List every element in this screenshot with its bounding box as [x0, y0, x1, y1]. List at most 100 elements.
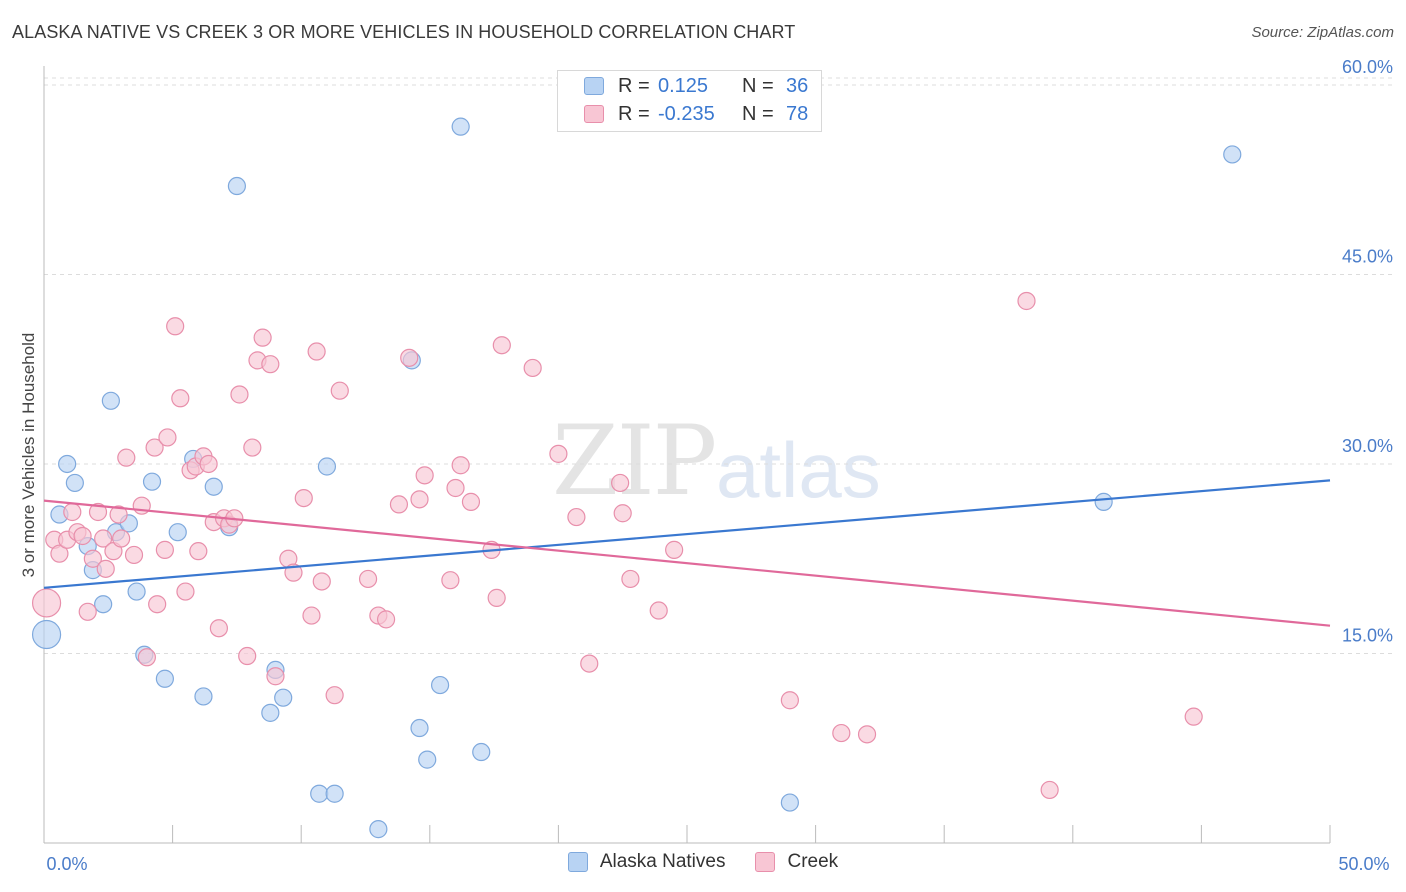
point-alaska-natives — [325, 784, 344, 803]
point-creek — [171, 389, 190, 408]
point-creek — [148, 595, 167, 614]
point-creek — [446, 478, 465, 498]
point-creek — [376, 610, 396, 629]
point-alaska-natives — [101, 391, 120, 410]
legend-r-label: R = — [618, 102, 650, 125]
point-creek — [325, 686, 344, 705]
point-creek — [307, 342, 326, 361]
point-alaska-natives — [274, 688, 293, 707]
point-creek — [199, 454, 218, 474]
point-creek — [166, 317, 185, 336]
point-creek — [330, 381, 349, 400]
point-creek — [832, 723, 851, 743]
point-alaska-natives — [58, 454, 77, 474]
x-tick-label-max: 50.0% — [1338, 854, 1389, 874]
point-creek — [176, 582, 195, 601]
legend-n-value: 36 — [786, 74, 809, 97]
x-tick-label-min: 0.0% — [46, 854, 87, 874]
point-creek — [621, 569, 640, 589]
point-alaska-natives — [142, 472, 162, 491]
point-creek — [649, 601, 668, 620]
point-alaska-natives — [310, 784, 329, 803]
legend-row-creek: R = -0.235 N = 78 — [584, 101, 808, 127]
point-alaska-natives — [227, 176, 246, 196]
point-alaska-natives — [430, 675, 450, 695]
point-creek — [567, 507, 586, 527]
point-creek — [1040, 780, 1059, 800]
point-creek — [243, 438, 262, 457]
legend-swatch-blue — [584, 77, 604, 95]
point-alaska-natives — [94, 595, 113, 614]
point-creek — [189, 542, 208, 561]
point-creek — [155, 540, 174, 559]
point-alaska-natives — [127, 582, 146, 601]
point-alaska-natives — [194, 687, 213, 706]
point-alaska-natives — [31, 619, 62, 650]
trend-line-creek — [43, 499, 1331, 627]
legend-n-value: 78 — [786, 102, 809, 125]
point-creek — [400, 348, 419, 367]
series-swatch-blue — [567, 852, 588, 872]
y-tick-label: 60.0% — [1342, 57, 1393, 77]
point-creek — [96, 559, 115, 578]
point-alaska-natives — [451, 117, 470, 136]
point-creek — [312, 572, 331, 591]
point-creek — [112, 529, 131, 548]
point-creek — [209, 619, 228, 638]
series-legend-label: Creek — [787, 851, 839, 872]
legend-n-label: N = — [742, 102, 774, 125]
point-alaska-natives — [418, 750, 437, 769]
point-creek — [780, 691, 799, 710]
y-tick-label: 30.0% — [1342, 436, 1393, 456]
point-creek — [461, 492, 481, 511]
point-creek — [73, 526, 92, 546]
point-creek — [238, 646, 257, 666]
point-creek — [50, 544, 69, 563]
point-creek — [230, 385, 249, 404]
point-creek — [253, 328, 272, 347]
point-creek — [158, 428, 177, 447]
point-creek — [63, 502, 82, 522]
series-legend-creek: Creek — [755, 851, 838, 873]
point-alaska-natives — [369, 820, 388, 839]
point-creek — [410, 490, 429, 509]
point-alaska-natives — [410, 718, 429, 738]
y-tick-label: 45.0% — [1342, 246, 1393, 266]
point-alaska-natives — [204, 477, 223, 496]
point-alaska-natives — [65, 473, 84, 493]
point-creek — [266, 667, 285, 686]
legend-swatch-pink — [584, 105, 604, 123]
point-creek — [88, 502, 108, 522]
legend-r-label: R = — [618, 74, 650, 97]
point-creek — [611, 473, 630, 493]
point-alaska-natives — [261, 703, 280, 722]
point-creek — [94, 529, 113, 548]
watermark-zip: ZIP — [552, 405, 717, 517]
point-creek — [137, 648, 156, 667]
series-legend-alaska-natives: Alaska Natives — [567, 851, 725, 873]
point-creek — [441, 571, 460, 590]
source-credit: Source: ZipAtlas.com — [1251, 24, 1394, 41]
point-alaska-natives — [1094, 492, 1113, 511]
point-creek — [78, 602, 97, 621]
point-creek — [109, 505, 128, 524]
y-tick-label: 15.0% — [1342, 625, 1393, 645]
point-creek — [1017, 291, 1036, 311]
point-creek — [665, 540, 684, 559]
point-alaska-natives — [155, 669, 174, 688]
point-alaska-natives — [1223, 145, 1242, 164]
point-creek — [1184, 707, 1203, 726]
point-creek — [523, 358, 542, 378]
series-legend: Alaska Natives Creek — [0, 851, 1406, 873]
point-creek — [487, 588, 506, 607]
series-swatch-pink — [755, 852, 776, 872]
point-creek — [580, 654, 599, 673]
legend-r-value: -0.235 — [658, 102, 715, 125]
point-alaska-natives — [780, 793, 799, 812]
point-creek — [613, 504, 632, 523]
point-creek — [389, 495, 409, 514]
point-creek — [451, 456, 470, 475]
legend-row-alaska-natives: R = 0.125 N = 36 — [584, 73, 808, 99]
y-axis-label: 3 or more Vehicles in Household — [19, 333, 38, 578]
